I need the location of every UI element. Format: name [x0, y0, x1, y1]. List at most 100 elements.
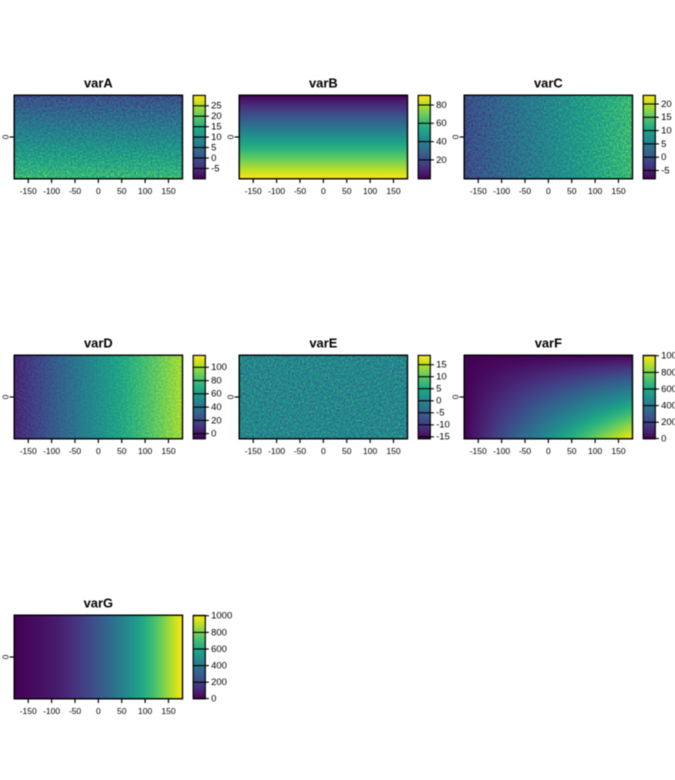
svg-text:200: 200 — [211, 677, 227, 688]
svg-text:0: 0 — [226, 394, 236, 399]
svg-text:-150: -150 — [20, 706, 37, 716]
svg-text:100: 100 — [138, 706, 152, 716]
svg-text:60: 60 — [211, 389, 222, 400]
svg-text:800: 800 — [211, 627, 227, 638]
svg-text:-50: -50 — [519, 186, 532, 196]
svg-text:-50: -50 — [519, 446, 532, 456]
svg-text:0: 0 — [96, 186, 101, 196]
svg-text:150: 150 — [161, 706, 175, 716]
svg-text:-150: -150 — [470, 446, 487, 456]
svg-text:150: 150 — [161, 446, 175, 456]
svg-text:-150: -150 — [20, 446, 37, 456]
svg-text:-100: -100 — [493, 446, 510, 456]
svg-text:0: 0 — [321, 186, 326, 196]
svg-text:0: 0 — [321, 446, 326, 456]
svg-text:1000: 1000 — [661, 351, 675, 362]
svg-text:varA: varA — [84, 76, 113, 91]
svg-text:0: 0 — [96, 446, 101, 456]
svg-text:5: 5 — [436, 384, 441, 395]
svg-text:0: 0 — [661, 433, 666, 444]
svg-text:-100: -100 — [43, 706, 60, 716]
svg-text:5: 5 — [661, 139, 666, 150]
svg-text:100: 100 — [138, 446, 152, 456]
svg-text:-100: -100 — [43, 446, 60, 456]
svg-text:25: 25 — [211, 101, 222, 112]
svg-text:20: 20 — [211, 415, 222, 426]
svg-text:-10: -10 — [436, 420, 450, 431]
svg-text:varB: varB — [309, 76, 338, 91]
svg-text:-50: -50 — [69, 706, 82, 716]
svg-text:10: 10 — [436, 372, 447, 383]
svg-text:0: 0 — [546, 446, 551, 456]
svg-text:600: 600 — [211, 644, 227, 655]
svg-text:200: 200 — [661, 417, 675, 428]
svg-text:50: 50 — [117, 186, 127, 196]
svg-text:-50: -50 — [69, 446, 82, 456]
svg-text:varD: varD — [84, 336, 113, 351]
svg-text:0: 0 — [96, 706, 101, 716]
svg-text:50: 50 — [567, 186, 577, 196]
svg-text:-100: -100 — [493, 186, 510, 196]
svg-text:150: 150 — [386, 186, 400, 196]
svg-text:-100: -100 — [43, 186, 60, 196]
svg-text:5: 5 — [211, 142, 216, 153]
svg-text:varG: varG — [84, 596, 113, 611]
svg-text:100: 100 — [138, 186, 152, 196]
svg-text:varF: varF — [535, 336, 562, 351]
svg-text:-150: -150 — [245, 186, 262, 196]
svg-text:0: 0 — [211, 153, 216, 164]
svg-text:0: 0 — [226, 134, 236, 139]
svg-text:-100: -100 — [268, 186, 285, 196]
svg-text:20: 20 — [661, 99, 672, 110]
svg-text:50: 50 — [342, 446, 352, 456]
svg-text:-5: -5 — [211, 163, 219, 174]
svg-text:100: 100 — [363, 186, 377, 196]
svg-text:50: 50 — [117, 706, 127, 716]
svg-text:40: 40 — [211, 402, 222, 413]
svg-text:80: 80 — [211, 376, 222, 387]
svg-text:varE: varE — [309, 336, 337, 351]
svg-text:0: 0 — [1, 134, 11, 139]
svg-text:15: 15 — [211, 122, 222, 133]
svg-text:150: 150 — [386, 446, 400, 456]
svg-text:150: 150 — [161, 186, 175, 196]
svg-text:40: 40 — [436, 137, 447, 148]
svg-text:80: 80 — [436, 100, 447, 111]
svg-text:0: 0 — [546, 186, 551, 196]
svg-text:-150: -150 — [470, 186, 487, 196]
svg-text:20: 20 — [436, 155, 447, 166]
svg-text:10: 10 — [211, 132, 222, 143]
svg-text:800: 800 — [661, 367, 675, 378]
svg-text:50: 50 — [567, 446, 577, 456]
svg-text:1000: 1000 — [211, 611, 232, 622]
svg-text:0: 0 — [211, 429, 216, 440]
svg-text:20: 20 — [211, 111, 222, 122]
svg-text:0: 0 — [1, 394, 11, 399]
svg-text:-15: -15 — [436, 432, 450, 443]
svg-text:150: 150 — [611, 186, 625, 196]
svg-text:600: 600 — [661, 384, 675, 395]
svg-text:100: 100 — [363, 446, 377, 456]
svg-text:0: 0 — [451, 394, 461, 399]
svg-text:400: 400 — [211, 661, 227, 672]
svg-text:15: 15 — [661, 112, 672, 123]
svg-text:50: 50 — [342, 186, 352, 196]
svg-text:-5: -5 — [436, 408, 444, 419]
svg-text:100: 100 — [588, 186, 602, 196]
svg-text:100: 100 — [211, 362, 227, 373]
svg-text:-5: -5 — [661, 165, 669, 176]
svg-text:-50: -50 — [294, 186, 307, 196]
svg-text:0: 0 — [211, 693, 216, 704]
svg-text:100: 100 — [588, 446, 602, 456]
svg-text:0: 0 — [436, 396, 441, 407]
svg-text:10: 10 — [661, 126, 672, 137]
svg-text:400: 400 — [661, 401, 675, 412]
svg-text:60: 60 — [436, 118, 447, 129]
svg-text:-100: -100 — [268, 446, 285, 456]
svg-text:-50: -50 — [294, 446, 307, 456]
svg-text:varC: varC — [534, 76, 563, 91]
svg-text:0: 0 — [1, 654, 11, 659]
svg-text:50: 50 — [117, 446, 127, 456]
svg-text:-150: -150 — [20, 186, 37, 196]
svg-text:0: 0 — [661, 152, 666, 163]
